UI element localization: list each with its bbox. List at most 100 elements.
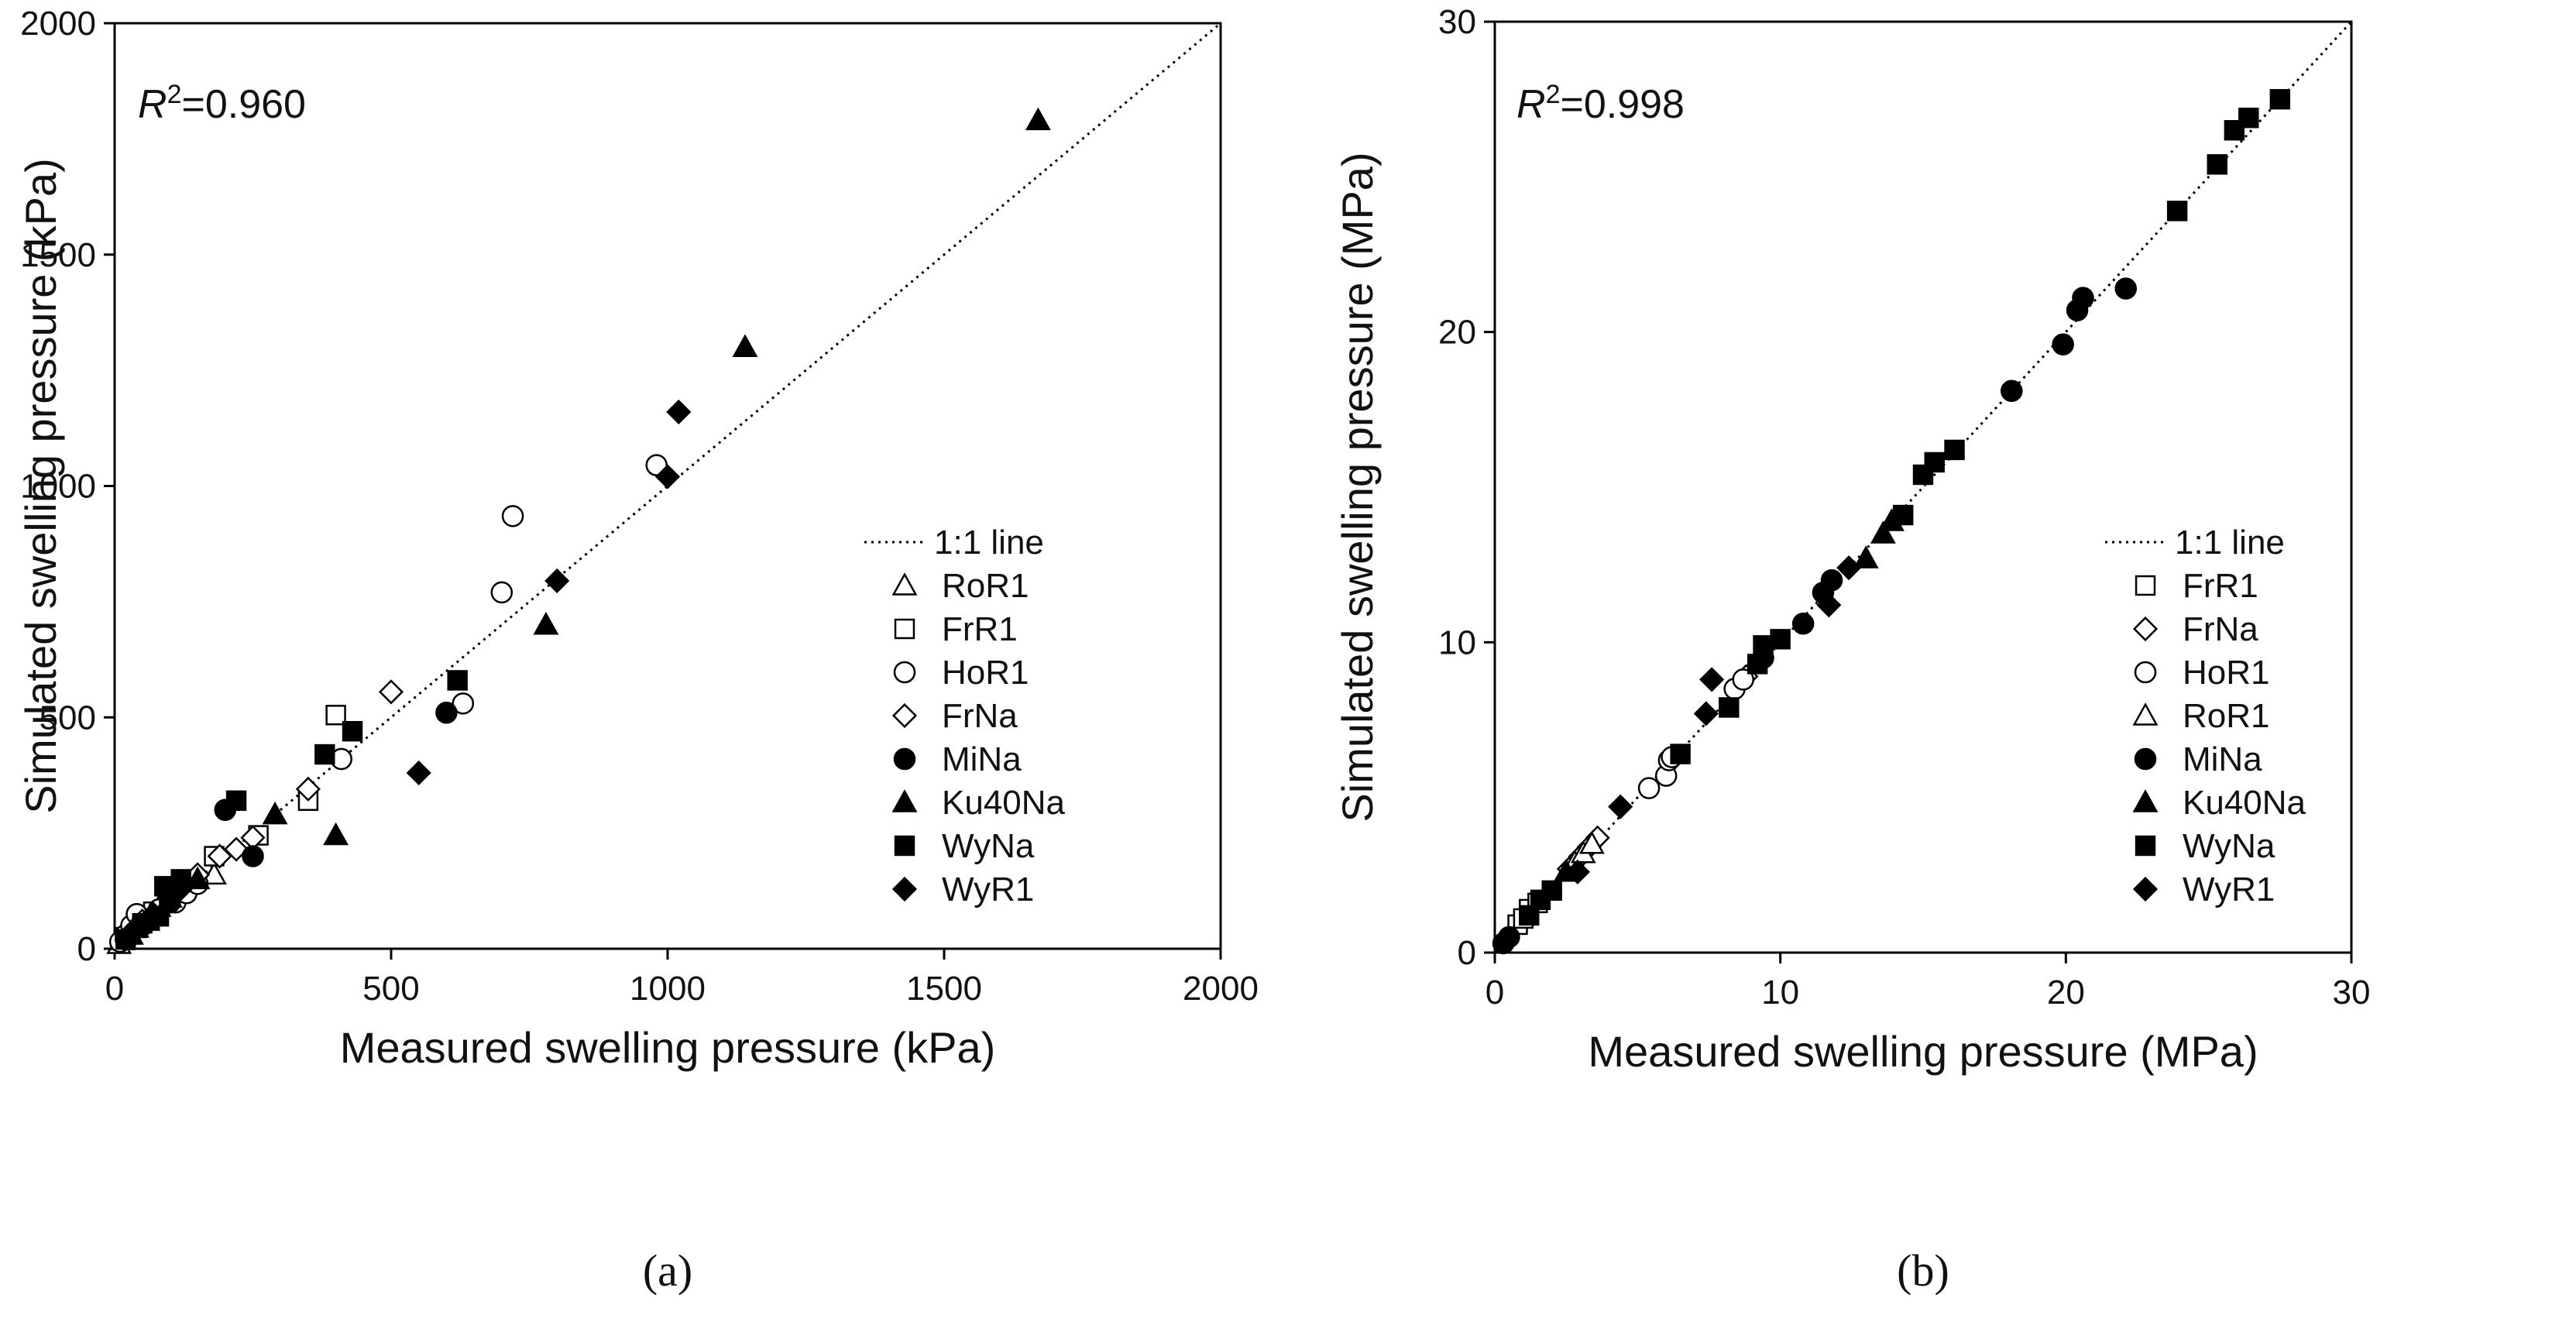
data-point xyxy=(1719,697,1740,718)
legend-marker xyxy=(2134,661,2157,684)
legend-label: RoR1 xyxy=(942,567,1029,605)
legend-marker xyxy=(893,747,916,771)
chart-panel-a: 0 500 1000 1500 2000 0 500 1000 1500 2000 Measured… xyxy=(16,5,1259,1296)
y-axis-label: Simulated swelling pressure (kPa) xyxy=(16,158,65,814)
data-point xyxy=(1816,592,1842,618)
legend-marker xyxy=(894,835,915,857)
x-tick-label: 1500 xyxy=(906,970,982,1008)
legend-label: MiNa xyxy=(2183,740,2262,778)
r-squared-annotation: R2=0.960 xyxy=(138,80,306,127)
data-point xyxy=(378,679,404,705)
x-axis-label: Measured swelling pressure (MPa) xyxy=(1588,1027,2258,1076)
data-point xyxy=(325,705,346,726)
data-point xyxy=(1747,654,1768,675)
data-point xyxy=(140,901,167,927)
data-point xyxy=(2052,333,2074,355)
data-point xyxy=(2238,107,2259,129)
r-squared-annotation: R2=0.998 xyxy=(1516,80,1685,127)
data-point xyxy=(1770,629,1791,650)
data-point xyxy=(1870,520,1896,544)
legend-label: FrR1 xyxy=(942,610,1018,648)
legend-label: WyNa xyxy=(2183,827,2275,865)
data-point xyxy=(490,581,513,604)
legend-label: HoR1 xyxy=(942,654,1029,692)
legend-label: FrR1 xyxy=(2183,567,2258,605)
legend-label: FrNa xyxy=(942,697,1018,735)
data-point xyxy=(447,670,468,691)
data-point xyxy=(242,845,264,867)
data-point xyxy=(1699,667,1725,692)
data-point xyxy=(544,568,570,594)
y-axis-label: Simulated swelling pressure (MPa) xyxy=(1333,152,1382,822)
panel-caption: (b) xyxy=(1897,1245,1949,1296)
y-tick-label: 1000 xyxy=(20,468,96,506)
data-point xyxy=(1637,777,1661,799)
data-point xyxy=(2166,201,2188,222)
legend: 1:1 line FrR1 FrNa HoR1 RoR1 MiNa Ku40Na WyNa Wy… xyxy=(2105,524,2306,908)
data-point xyxy=(342,720,363,742)
data-point xyxy=(645,454,668,476)
chart-panel-b: 0 10 20 30 0 10 20 30 Measured swelling pressure… xyxy=(1333,3,2370,1296)
x-tick-label: 2000 xyxy=(1183,970,1259,1008)
series-WyNa xyxy=(115,670,468,950)
data-point xyxy=(2269,88,2291,110)
data-point xyxy=(156,884,183,908)
data-point xyxy=(654,464,681,489)
data-point xyxy=(1541,880,1562,901)
data-point xyxy=(1753,635,1774,656)
legend-marker xyxy=(891,789,918,812)
x-tick-label: 30 xyxy=(2333,974,2371,1011)
legend-label: RoR1 xyxy=(2183,697,2270,735)
data-point xyxy=(1025,107,1051,131)
data-point xyxy=(323,822,349,846)
data-point xyxy=(224,836,249,862)
legend-marker xyxy=(2135,575,2156,596)
data-point xyxy=(118,920,144,946)
legend-marker xyxy=(891,876,918,902)
legend-marker xyxy=(2132,702,2159,726)
data-point xyxy=(1693,701,1719,726)
legend-label: Ku40Na xyxy=(942,784,1066,822)
legend-label: WyNa xyxy=(942,827,1035,865)
data-point xyxy=(1853,545,1879,568)
legend-label: FrNa xyxy=(2183,610,2258,648)
legend-label: MiNa xyxy=(942,740,1022,778)
series-WyNa xyxy=(1519,88,2291,926)
data-point xyxy=(1820,568,1843,592)
y-tick-label: 10 xyxy=(1438,623,1476,661)
legend-marker xyxy=(891,702,918,729)
data-point xyxy=(1498,925,1520,949)
data-point xyxy=(1578,830,1605,854)
legend-marker xyxy=(891,572,918,596)
data-point xyxy=(406,760,431,786)
x-tick-label: 0 xyxy=(105,970,124,1008)
legend-marker xyxy=(2132,876,2159,902)
series-WyR1 xyxy=(118,399,692,946)
y-tick-label: 1500 xyxy=(20,236,96,274)
y-tick-label: 20 xyxy=(1438,314,1476,352)
data-point xyxy=(666,399,692,424)
data-point xyxy=(1892,504,1914,526)
data-point xyxy=(1791,613,1815,635)
data-point xyxy=(1732,668,1754,691)
legend-label: 1:1 line xyxy=(2175,524,2285,561)
one-to-one-line xyxy=(1493,20,2353,954)
data-point xyxy=(1836,555,1862,581)
y-tick-label: 30 xyxy=(1438,3,1476,41)
data-point xyxy=(1608,794,1633,819)
legend-marker xyxy=(2135,835,2156,857)
plot-frame xyxy=(1493,20,2353,954)
data-point xyxy=(2072,287,2094,309)
y-tick-label: 0 xyxy=(77,930,96,968)
legend-marker xyxy=(2132,789,2159,812)
legend-label: WyR1 xyxy=(942,871,1034,908)
data-point xyxy=(184,866,211,890)
data-point xyxy=(501,505,524,527)
x-tick-label: 1000 xyxy=(630,970,706,1008)
data-point xyxy=(1670,743,1691,764)
x-tick-label: 500 xyxy=(362,970,419,1008)
legend-marker xyxy=(894,618,915,640)
y-tick-label: 2000 xyxy=(20,5,96,43)
x-axis-label: Measured swelling pressure (kPa) xyxy=(340,1023,996,1072)
